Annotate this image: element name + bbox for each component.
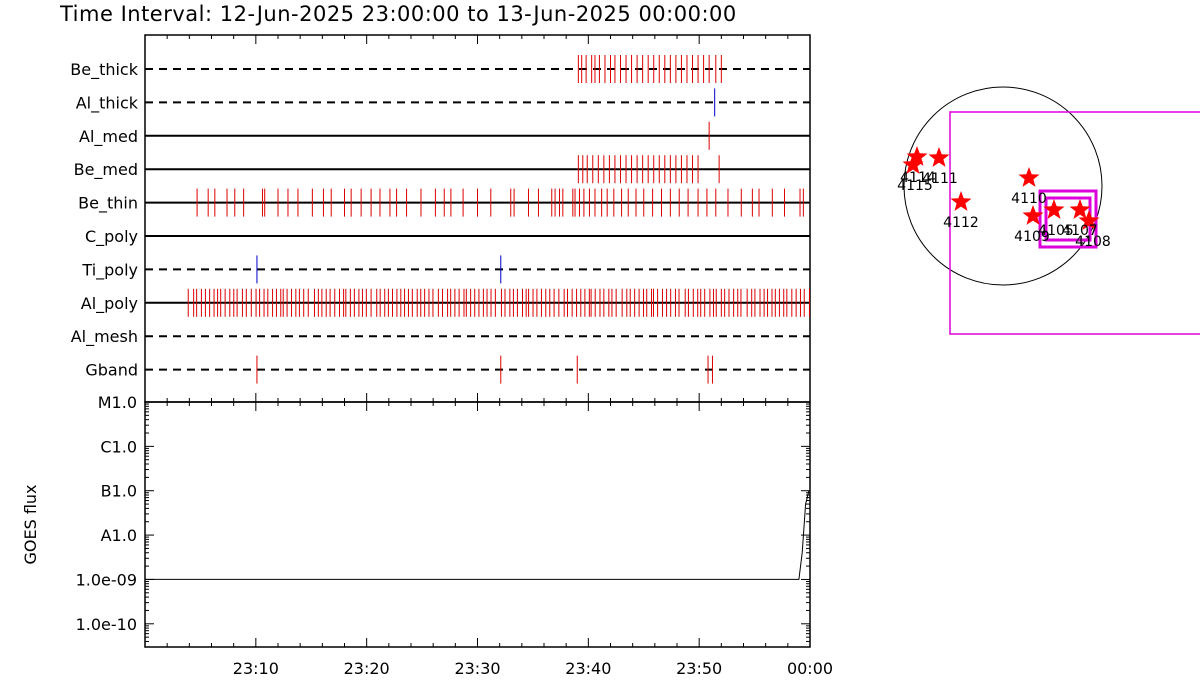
plot-title: Time Interval: 12-Jun-2025 23:00:00 to 1…: [60, 2, 737, 26]
goes-flux-line: [145, 490, 810, 580]
active-region-label: 4107: [1062, 223, 1098, 239]
channel-label-be_thin: Be_thin: [78, 194, 138, 214]
goes-x-tick-label: 00:00: [787, 659, 833, 678]
channel-label-gband: Gband: [85, 361, 138, 380]
active-region-label: 4110: [1011, 191, 1047, 207]
fov-outer-box: [949, 111, 1200, 335]
active-region-star-icon: [1043, 199, 1065, 219]
goes-x-tick-label: 23:40: [565, 659, 611, 678]
goes-x-tick-label: 23:20: [344, 659, 390, 678]
goes-y-tick-label: A1.0: [101, 526, 137, 545]
active-region-label: 4108: [1075, 234, 1111, 250]
active-region-label: 4111: [922, 171, 958, 187]
active-region-label: 4105: [1038, 223, 1074, 239]
channel-label-be_thick: Be_thick: [70, 60, 138, 80]
channel-label-c_poly: C_poly: [85, 227, 138, 247]
active-region-label: 4112: [943, 215, 979, 231]
channel-label-al_thick: Al_thick: [76, 93, 139, 113]
active-region-star-icon: [950, 191, 972, 211]
active-region-star-icon: [1078, 210, 1100, 230]
active-region-label: 4114: [900, 170, 936, 186]
channel-label-al_med: Al_med: [79, 127, 138, 147]
active-region-star-icon: [1069, 199, 1091, 219]
active-region-star-icon: [928, 147, 950, 167]
channel-label-al_mesh: Al_mesh: [71, 327, 138, 347]
goes-x-tick-label: 23:50: [676, 659, 722, 678]
goes-frame: [144, 401, 811, 648]
goes-y-axis-title: GOES flux: [21, 484, 40, 564]
goes-y-tick-label: B1.0: [101, 482, 137, 501]
active-region-label: 4115: [897, 178, 933, 194]
active-region-star-icon: [1018, 167, 1040, 187]
solar-limb-circle: [903, 86, 1103, 286]
timeline-frame: [144, 34, 811, 403]
active-region-star-icon: [906, 146, 928, 166]
goes-y-tick-label: C1.0: [100, 437, 137, 456]
channel-label-ti_poly: Ti_poly: [81, 260, 138, 280]
active-region-star-icon: [1022, 205, 1044, 225]
active-region-label: 4109: [1014, 229, 1050, 245]
goes-y-tick-label: 1.0e-09: [76, 570, 137, 589]
goes-y-tick-label: 1.0e-10: [76, 615, 137, 634]
goes-y-tick-label: M1.0: [98, 393, 137, 412]
channel-label-al_poly: Al_poly: [81, 294, 138, 314]
goes-x-tick-label: 23:10: [233, 659, 279, 678]
goes-x-tick-label: 23:30: [454, 659, 500, 678]
channel-label-be_med: Be_med: [74, 160, 138, 180]
